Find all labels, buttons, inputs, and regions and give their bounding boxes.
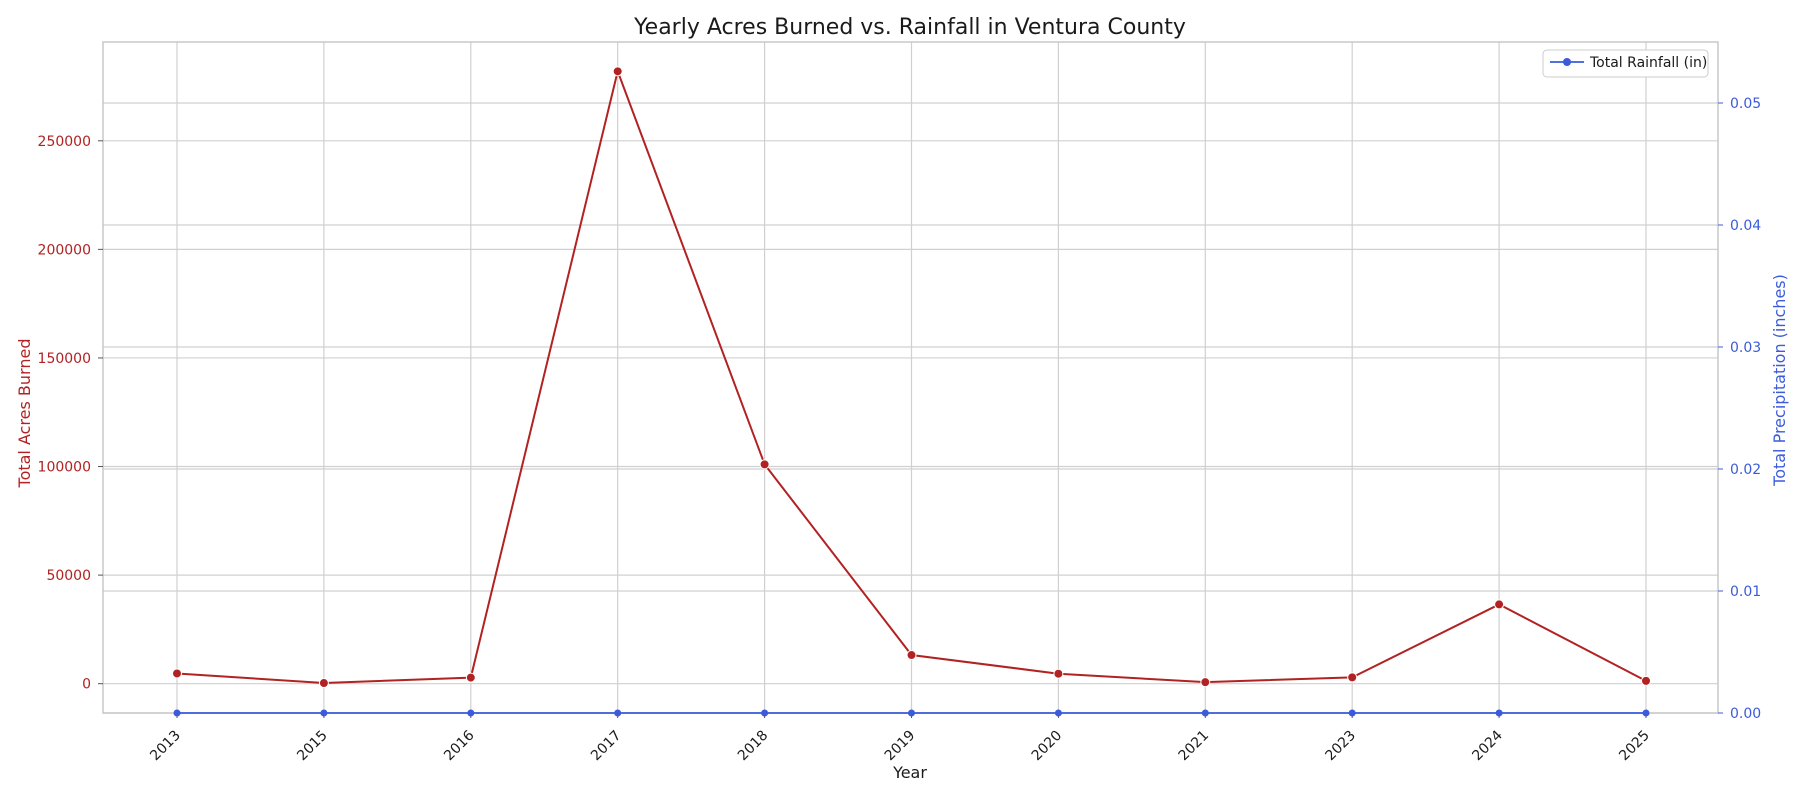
rainfall-point — [173, 709, 181, 717]
x-tick-label: 2023 — [1323, 728, 1360, 765]
y-right-tick-label: 0.03 — [1730, 340, 1761, 356]
legend-swatch-marker — [1563, 58, 1571, 66]
y-right-tick-label: 0.01 — [1730, 584, 1761, 600]
y-right-tick-label: 0.04 — [1730, 218, 1761, 234]
y-axis-left-ticks: 0 50000 100000 150000 200000 250000 — [38, 134, 103, 693]
acres-point — [612, 66, 623, 77]
grid-layer — [103, 42, 1718, 714]
acres-point — [1641, 675, 1651, 686]
x-tick-label: 2015 — [294, 728, 331, 765]
y-left-tick-label: 200000 — [38, 242, 91, 258]
y-left-tick-label: 250000 — [38, 134, 91, 150]
rainfall-point — [908, 709, 915, 717]
x-tick-label: 2016 — [441, 727, 478, 764]
x-tick-label: 2025 — [1616, 728, 1653, 765]
rainfall-point — [1642, 709, 1650, 717]
acres-point — [1494, 599, 1505, 610]
x-tick-label: 2017 — [588, 728, 625, 765]
legend: Total Rainfall (in) — [1542, 49, 1709, 78]
rainfall-point — [1054, 709, 1062, 717]
series-layer — [172, 66, 1651, 717]
y-left-tick-label: 50000 — [46, 568, 91, 584]
y-left-tick-label: 100000 — [38, 460, 91, 476]
x-tick-label: 2024 — [1469, 727, 1506, 764]
y-axis-left-label: Total Acres Burned — [15, 339, 34, 489]
acres-point — [759, 459, 770, 470]
y-right-tick-label: 0.05 — [1730, 96, 1761, 112]
x-tick-label: 2013 — [147, 728, 184, 765]
legend-box — [1542, 49, 1709, 78]
rainfall-point — [1348, 709, 1356, 717]
x-axis-ticks: 2013 2015 2016 2017 2018 2019 2020 2021 2023 2024… — [147, 713, 1653, 764]
x-tick-label: 2021 — [1176, 728, 1213, 765]
plot-border — [102, 41, 1719, 714]
acres-point — [906, 650, 917, 661]
y-left-tick-label: 150000 — [38, 351, 91, 367]
x-tick-label: 2018 — [735, 728, 772, 765]
rainfall-point — [614, 709, 622, 717]
chart-title: Yearly Acres Burned vs. Rainfall in Vent… — [633, 15, 1186, 40]
rainfall-point — [467, 709, 475, 717]
x-tick-label: 2020 — [1029, 728, 1066, 765]
y-axis-right-ticks: 0.00 0.01 0.02 0.03 0.04 0.05 — [1718, 96, 1761, 722]
y-axis-right-label: Total Precipitation (inches) — [1770, 274, 1789, 487]
acres-point — [172, 668, 182, 679]
rainfall-point — [761, 709, 769, 717]
acres-point — [465, 672, 476, 683]
acres-point — [1200, 677, 1211, 688]
rainfall-point — [1495, 709, 1503, 717]
x-axis-label: Year — [892, 763, 927, 782]
plot-frame — [102, 41, 1719, 714]
acres-point — [318, 678, 329, 689]
rainfall-point — [320, 709, 328, 717]
rainfall-point — [1201, 709, 1209, 717]
y-left-tick-label: 0 — [82, 677, 91, 693]
x-tick-label: 2019 — [882, 728, 919, 765]
legend-label-rainfall: Total Rainfall (in) — [1589, 55, 1707, 71]
y-right-tick-label: 0.02 — [1730, 462, 1761, 478]
acres-point — [1053, 668, 1064, 679]
acres-point — [1347, 672, 1358, 683]
y-right-tick-label: 0.00 — [1730, 706, 1761, 722]
